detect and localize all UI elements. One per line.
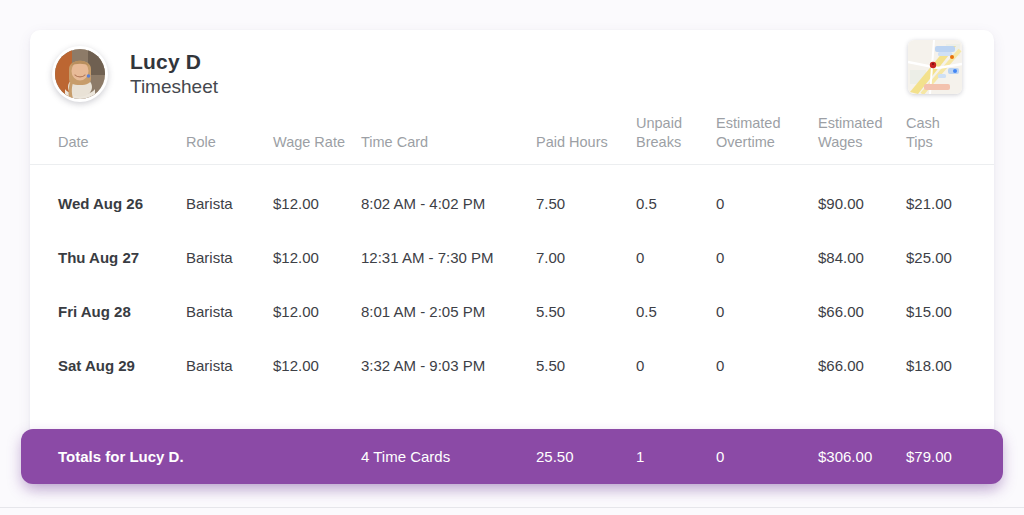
cell-role: Barista xyxy=(186,303,273,320)
title-block: Lucy D Timesheet xyxy=(130,49,218,100)
table-row: Thu Aug 27 Barista $12.00 12:31 AM - 7:3… xyxy=(30,231,994,285)
column-header-unpaid-breaks: Unpaid Breaks xyxy=(636,114,716,152)
table-header-row: Date Role Wage Rate Time Card Paid Hours… xyxy=(30,108,994,165)
totals-estimated-overtime: 0 xyxy=(716,448,818,465)
cell-cash-tips: $25.00 xyxy=(906,249,966,266)
cell-estimated-overtime: 0 xyxy=(716,195,818,212)
totals-label: Totals for Lucy D. xyxy=(58,448,361,465)
cell-time-card: 12:31 AM - 7:30 PM xyxy=(361,249,536,266)
table-body: Wed Aug 26 Barista $12.00 8:02 AM - 4:02… xyxy=(30,165,994,393)
totals-estimated-wages: $306.00 xyxy=(818,448,906,465)
column-header-estimated-wages: Estimated Wages xyxy=(818,114,906,152)
column-header-date: Date xyxy=(58,133,186,152)
cell-role: Barista xyxy=(186,249,273,266)
map-thumbnail[interactable] xyxy=(908,40,962,94)
cell-unpaid-breaks: 0 xyxy=(636,357,716,374)
totals-time-cards: 4 Time Cards xyxy=(361,448,536,465)
table-row: Fri Aug 28 Barista $12.00 8:01 AM - 2:05… xyxy=(30,285,994,339)
page-title: Timesheet xyxy=(130,75,218,100)
totals-paid-hours: 25.50 xyxy=(536,448,636,465)
cell-estimated-wages: $66.00 xyxy=(818,357,906,374)
cell-estimated-wages: $84.00 xyxy=(818,249,906,266)
cell-estimated-overtime: 0 xyxy=(716,303,818,320)
cell-time-card: 3:32 AM - 9:03 PM xyxy=(361,357,536,374)
cell-wage-rate: $12.00 xyxy=(273,357,361,374)
cell-estimated-overtime: 0 xyxy=(716,357,818,374)
cell-unpaid-breaks: 0 xyxy=(636,249,716,266)
cell-paid-hours: 5.50 xyxy=(536,357,636,374)
cell-date: Sat Aug 29 xyxy=(58,357,186,374)
totals-unpaid-breaks: 1 xyxy=(636,448,716,465)
avatar xyxy=(52,46,108,102)
cell-wage-rate: $12.00 xyxy=(273,195,361,212)
cell-estimated-wages: $66.00 xyxy=(818,303,906,320)
timesheet-card: Lucy D Timesheet xyxy=(30,30,994,484)
avatar-photo-icon xyxy=(55,49,105,99)
page-bottom-divider xyxy=(0,507,1024,508)
cell-cash-tips: $21.00 xyxy=(906,195,966,212)
cell-paid-hours: 7.50 xyxy=(536,195,636,212)
employee-name: Lucy D xyxy=(130,49,218,75)
cell-wage-rate: $12.00 xyxy=(273,249,361,266)
cell-date: Fri Aug 28 xyxy=(58,303,186,320)
column-header-wage-rate: Wage Rate xyxy=(273,133,361,152)
cell-cash-tips: $18.00 xyxy=(906,357,966,374)
cell-time-card: 8:02 AM - 4:02 PM xyxy=(361,195,536,212)
cell-estimated-wages: $90.00 xyxy=(818,195,906,212)
cell-time-card: 8:01 AM - 2:05 PM xyxy=(361,303,536,320)
column-header-paid-hours: Paid Hours xyxy=(536,133,636,152)
cell-paid-hours: 7.00 xyxy=(536,249,636,266)
cell-date: Thu Aug 27 xyxy=(58,249,186,266)
table-row: Sat Aug 29 Barista $12.00 3:32 AM - 9:03… xyxy=(30,339,994,393)
cell-estimated-overtime: 0 xyxy=(716,249,818,266)
cell-unpaid-breaks: 0.5 xyxy=(636,195,716,212)
cell-unpaid-breaks: 0.5 xyxy=(636,303,716,320)
map-icon xyxy=(908,40,962,94)
cell-date: Wed Aug 26 xyxy=(58,195,186,212)
cell-cash-tips: $15.00 xyxy=(906,303,966,320)
totals-cash-tips: $79.00 xyxy=(906,448,966,465)
cell-wage-rate: $12.00 xyxy=(273,303,361,320)
table-row: Wed Aug 26 Barista $12.00 8:02 AM - 4:02… xyxy=(30,177,994,231)
totals-row: Totals for Lucy D. 4 Time Cards 25.50 1 … xyxy=(21,429,1003,484)
column-header-estimated-overtime: Estimated Overtime xyxy=(716,114,818,152)
column-header-cash-tips: Cash Tips xyxy=(906,114,966,152)
cell-role: Barista xyxy=(186,195,273,212)
cell-role: Barista xyxy=(186,357,273,374)
column-header-role: Role xyxy=(186,133,273,152)
timesheet-header: Lucy D Timesheet xyxy=(30,30,994,108)
cell-paid-hours: 5.50 xyxy=(536,303,636,320)
column-header-time-card: Time Card xyxy=(361,133,536,152)
